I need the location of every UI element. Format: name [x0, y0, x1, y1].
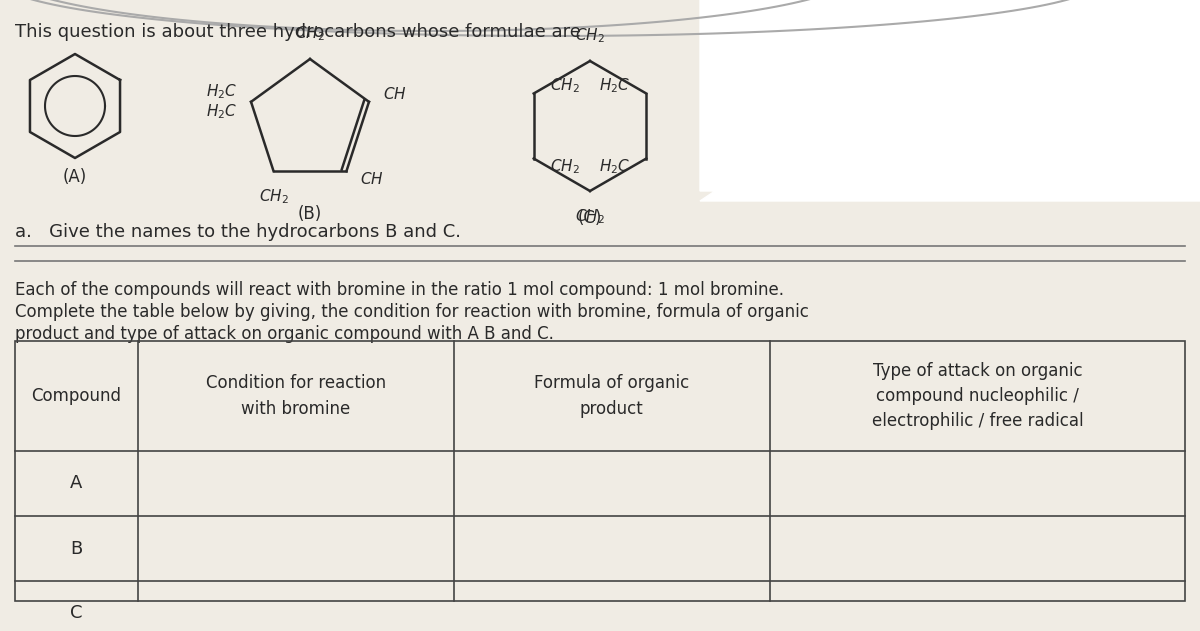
Bar	[14, 341, 1186, 601]
Text: $H_2C$: $H_2C$	[205, 83, 238, 101]
Text: $CH$: $CH$	[383, 86, 407, 102]
Text: $CH$: $CH$	[360, 171, 384, 187]
Text: $CH_2$: $CH_2$	[259, 187, 288, 206]
Text: $CH_2$: $CH_2$	[550, 157, 580, 176]
Text: $CH_2$: $CH_2$	[575, 207, 605, 226]
Text: Each of the compounds will react with bromine in the ratio 1 mol compound: 1 mol: Each of the compounds will react with br…	[14, 281, 784, 299]
Text: $H_2C$: $H_2C$	[599, 157, 630, 176]
Text: (A): (A)	[62, 168, 88, 186]
Text: Type of attack on organic
compound nucleophilic /
electrophilic / free radical: Type of attack on organic compound nucle…	[871, 362, 1084, 430]
Text: (B): (B)	[298, 205, 322, 223]
Text: C: C	[70, 604, 83, 623]
Text: $H_2C$: $H_2C$	[599, 76, 630, 95]
Text: (C): (C)	[578, 209, 602, 227]
Text: Condition for reaction
with bromine: Condition for reaction with bromine	[205, 375, 386, 418]
Polygon shape	[700, 0, 1200, 201]
Text: $CH_2$: $CH_2$	[295, 25, 325, 43]
Text: $CH_2$: $CH_2$	[575, 27, 605, 45]
Text: $H_2C$: $H_2C$	[205, 102, 238, 121]
Text: Compound: Compound	[31, 387, 121, 405]
Text: Complete the table below by giving, the condition for reaction with bromine, for: Complete the table below by giving, the …	[14, 303, 809, 321]
Text: A: A	[71, 475, 83, 493]
Text: B: B	[71, 540, 83, 558]
Text: product and type of attack on organic compound with A B and C.: product and type of attack on organic co…	[14, 325, 554, 343]
Text: $CH_2$: $CH_2$	[550, 76, 580, 95]
Text: a.   Give the names to the hydrocarbons B and C.: a. Give the names to the hydrocarbons B …	[14, 223, 461, 241]
Text: Formula of organic
product: Formula of organic product	[534, 375, 689, 418]
Text: This question is about three hydrocarbons whose formulae are: This question is about three hydrocarbon…	[14, 23, 581, 41]
